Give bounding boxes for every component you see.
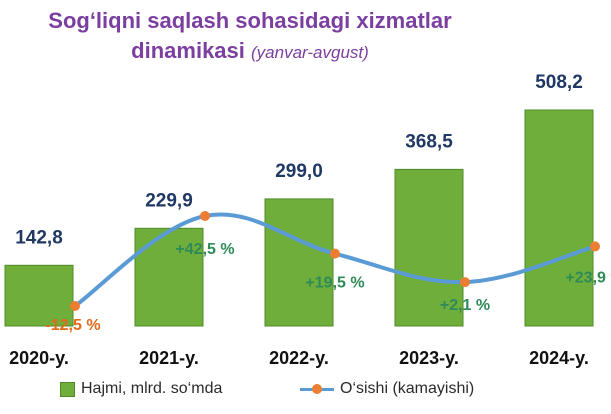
growth-label: -12,5 % [45, 317, 100, 334]
bar-2024-y. [524, 109, 594, 327]
legend-item-bars: Hajmi, mlrd. so‘mda [60, 380, 222, 398]
bar-2023-y. [394, 168, 464, 327]
bar-value-label: 299,0 [275, 161, 323, 182]
bar-value-label: 142,8 [15, 227, 63, 248]
chart-title-sub: (yanvar-avgust) [251, 43, 369, 62]
legend-swatch-line [300, 383, 334, 396]
chart-title: Sog‘liqni saqlash sohasidagi xizmatlar d… [0, 6, 500, 68]
bar-value-label: 229,9 [145, 190, 193, 211]
legend-label-bars: Hajmi, mlrd. so‘mda [81, 380, 223, 397]
growth-label: +42,5 % [175, 241, 234, 258]
bar-2022-y. [264, 198, 334, 327]
growth-point [200, 211, 210, 221]
x-tick-label: 2022-y. [269, 348, 329, 368]
growth-label: +19,5 % [305, 275, 364, 292]
chart-title-main: Sog‘liqni saqlash sohasidagi xizmatlar d… [48, 8, 452, 63]
legend-item-line: O‘sishi (kamayishi) [300, 380, 474, 398]
growth-label: +23,9 % [565, 269, 611, 286]
bar-2020-y. [4, 264, 74, 327]
legend-swatch-bar [60, 381, 75, 397]
growth-point [70, 301, 80, 311]
x-tick-label: 2020-y. [9, 348, 69, 368]
bar-value-label: 508,2 [535, 72, 583, 93]
bar-value-label: 368,5 [405, 131, 453, 152]
growth-point [330, 248, 340, 259]
x-tick-label: 2023-y. [399, 348, 459, 368]
x-tick-label: 2021-y. [139, 348, 199, 368]
chart-legend: Hajmi, mlrd. so‘mda O‘sishi (kamayishi) [0, 374, 611, 404]
x-tick-label: 2024-y. [529, 348, 589, 368]
growth-point [590, 241, 600, 252]
legend-label-line: O‘sishi (kamayishi) [340, 380, 475, 397]
growth-label: +2,1 % [440, 297, 490, 314]
growth-point [460, 277, 470, 288]
